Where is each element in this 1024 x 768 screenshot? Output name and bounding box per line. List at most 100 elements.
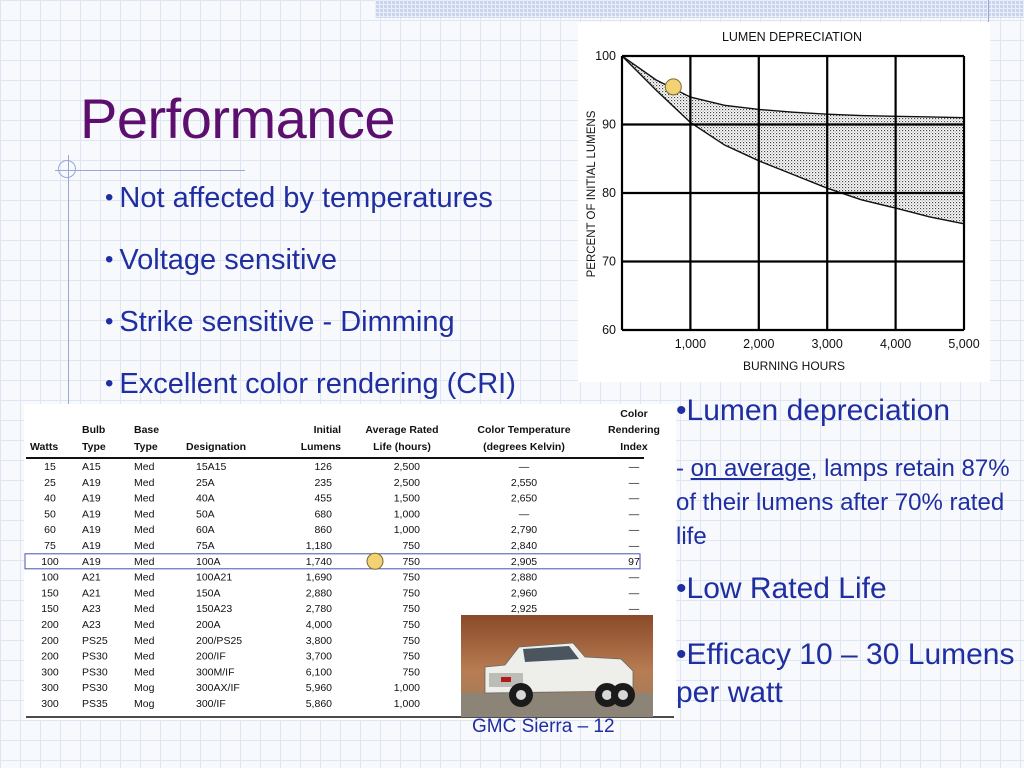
x-tick-label: 2,000 — [743, 337, 774, 351]
chart-xlabel: BURNING HOURS — [743, 359, 845, 373]
table-cell: Med — [134, 619, 155, 631]
table-cell: 1,000 — [394, 698, 420, 710]
bullet-color-rendering: Excellent color rendering (CRI) — [105, 366, 515, 428]
table-cell: — — [629, 477, 640, 489]
table-cell: Med — [134, 524, 155, 536]
table-cell: — — [519, 461, 530, 473]
table-cell: — — [519, 508, 530, 520]
table-header-text: Type — [82, 441, 106, 453]
table-cell: 200 — [41, 619, 59, 631]
table-cell: Med — [134, 556, 155, 568]
chart-marker-dot — [664, 78, 682, 96]
table-cell: 1,740 — [306, 556, 332, 568]
table-header-text: Watts — [30, 441, 58, 453]
table-cell: 3,700 — [306, 651, 332, 663]
table-header-text: Bulb — [82, 424, 105, 436]
table-cell: PS25 — [82, 635, 108, 647]
table-cell: PS30 — [82, 666, 108, 678]
table-cell: Med — [134, 477, 155, 489]
table-cell: 750 — [402, 651, 420, 663]
table-cell: 1,000 — [394, 682, 420, 694]
table-cell: Med — [134, 651, 155, 663]
table-cell: A23 — [82, 603, 101, 615]
table-header-text: Life (hours) — [373, 441, 431, 453]
table-header-text: Initial — [314, 424, 342, 436]
table-cell: 680 — [314, 508, 332, 520]
table-header-text: Color Temperature — [477, 424, 570, 436]
decor-vertical-line — [68, 155, 69, 415]
note-prefix: - — [676, 455, 691, 482]
table-header-text: Type — [134, 441, 158, 453]
table-cell: Med — [134, 508, 155, 520]
table-cell: 4,000 — [306, 619, 332, 631]
table-cell: Med — [134, 603, 155, 615]
table-cell: 300/IF — [196, 698, 226, 710]
table-header-text: Index — [620, 441, 648, 453]
bullet-lumen-depreciation: Lumen depreciation — [676, 394, 951, 428]
table-cell: Med — [134, 666, 155, 678]
table-cell: A19 — [82, 493, 101, 505]
x-tick-label: 1,000 — [675, 337, 706, 351]
table-cell: — — [629, 572, 640, 584]
table-cell: 75A — [196, 540, 215, 552]
table-cell: PS30 — [82, 682, 108, 694]
table-header-text: Base — [134, 424, 159, 436]
table-cell: 455 — [314, 493, 332, 505]
table-cell: 200/IF — [196, 651, 226, 663]
left-bullet-list: Not affected by temperatures Voltage sen… — [105, 180, 516, 428]
table-cell: Med — [134, 572, 155, 584]
table-cell: 750 — [402, 556, 420, 568]
table-cell: 150 — [41, 587, 59, 599]
table-cell: 40 — [44, 493, 56, 505]
table-cell: 2,905 — [511, 556, 537, 568]
chart-title: LUMEN DEPRECIATION — [722, 30, 862, 44]
table-cell: 750 — [402, 587, 420, 599]
table-cell: — — [629, 587, 640, 599]
decor-circle — [58, 160, 76, 178]
table-cell: 150A23 — [196, 603, 232, 615]
table-cell: 6,100 — [306, 666, 332, 678]
table-cell: 50A — [196, 508, 215, 520]
table-cell: A19 — [82, 556, 101, 568]
table-cell: 3,800 — [306, 635, 332, 647]
table-header-text: Average Rated — [365, 424, 438, 436]
lumen-depreciation-chart: LUMEN DEPRECIATION PERCENT OF INITIAL LU… — [578, 22, 990, 382]
table-header-text: Lumens — [301, 441, 341, 453]
table-cell: 2,925 — [511, 603, 537, 615]
table-cell: 150 — [41, 603, 59, 615]
decor-horizontal-line — [55, 170, 245, 171]
table-cell: 1,180 — [306, 540, 332, 552]
table-cell: 25 — [44, 477, 56, 489]
table-cell: Med — [134, 461, 155, 473]
table-header-text: (degrees Kelvin) — [483, 441, 565, 453]
table-cell: A23 — [82, 619, 101, 631]
table-cell: 860 — [314, 524, 332, 536]
table-cell: 235 — [314, 477, 332, 489]
depreciation-band — [622, 56, 964, 224]
table-cell: Med — [134, 540, 155, 552]
table-cell: 60 — [44, 524, 56, 536]
table-cell: 300 — [41, 666, 59, 678]
x-tick-label: 5,000 — [948, 337, 979, 351]
chart-ylabel: PERCENT OF INITIAL LUMENS — [586, 110, 598, 277]
lumen-chart-svg: LUMEN DEPRECIATION PERCENT OF INITIAL LU… — [586, 30, 980, 373]
table-cell: 300AX/IF — [196, 682, 240, 694]
table-cell: 100 — [41, 556, 59, 568]
table-cell: 750 — [402, 619, 420, 631]
table-cell: 750 — [402, 635, 420, 647]
table-cell: 2,650 — [511, 493, 537, 505]
table-cell: 50 — [44, 508, 56, 520]
table-cell: 300 — [41, 698, 59, 710]
table-cell: 750 — [402, 540, 420, 552]
table-cell: — — [629, 540, 640, 552]
table-cell: 750 — [402, 603, 420, 615]
table-cell: 5,960 — [306, 682, 332, 694]
table-cell: 15A15 — [196, 461, 227, 473]
lamp-table-svg: Watts Bulb Type Base Type Designation Initial L… — [24, 408, 674, 718]
table-cell: Med — [134, 493, 155, 505]
table-header-text: Color — [620, 408, 647, 420]
table-cell: PS30 — [82, 651, 108, 663]
y-tick-label: 90 — [602, 118, 616, 132]
bullet-voltage: Voltage sensitive — [105, 242, 516, 304]
table-cell: 2,880 — [511, 572, 537, 584]
